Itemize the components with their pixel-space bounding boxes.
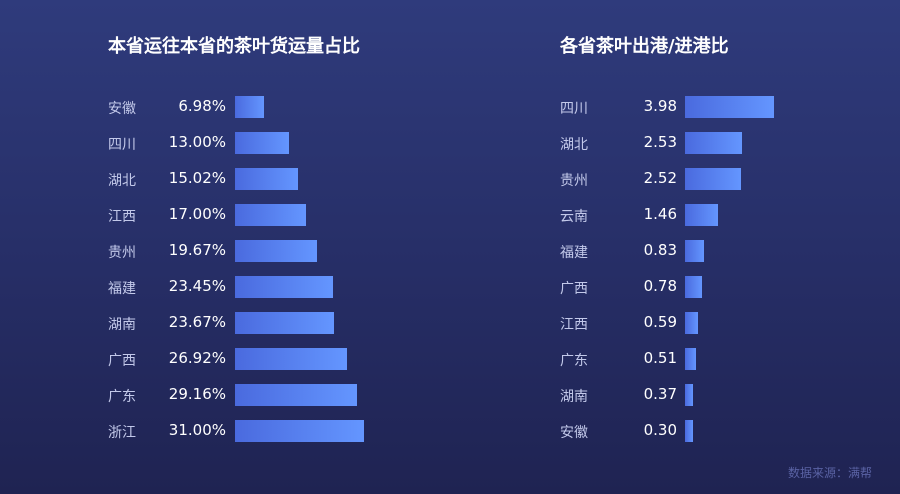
category-label: 贵州 — [560, 173, 588, 189]
bar-row: 浙江 31.00% — [108, 420, 508, 442]
bar — [235, 348, 348, 370]
bar-row: 云南 1.46 — [560, 204, 900, 226]
value-label: 6.98% — [178, 97, 226, 115]
value-label: 0.78 — [643, 277, 677, 295]
category-label: 福建 — [108, 281, 136, 297]
value-label: 17.00% — [168, 205, 226, 223]
bar — [235, 384, 357, 406]
bar — [235, 240, 318, 262]
value-label: 31.00% — [168, 421, 226, 439]
value-label: 0.37 — [643, 385, 677, 403]
bar — [685, 384, 694, 406]
category-label: 四川 — [108, 137, 136, 153]
category-label: 广东 — [560, 353, 588, 369]
bar-row: 江西 17.00% — [108, 204, 508, 226]
value-label: 0.51 — [643, 349, 677, 367]
bar-row: 湖北 2.53 — [560, 132, 900, 154]
category-label: 贵州 — [108, 245, 136, 261]
value-label: 0.59 — [643, 313, 677, 331]
category-label: 安徽 — [560, 425, 588, 441]
value-label: 3.98 — [643, 97, 677, 115]
value-label: 15.02% — [168, 169, 226, 187]
category-label: 福建 — [560, 245, 588, 261]
category-label: 安徽 — [108, 101, 136, 117]
value-label: 0.83 — [643, 241, 677, 259]
category-label: 江西 — [108, 209, 136, 225]
bar — [685, 96, 775, 118]
bar-row: 贵州 2.52 — [560, 168, 900, 190]
value-label: 2.53 — [643, 133, 677, 151]
bar-row: 四川 3.98 — [560, 96, 900, 118]
value-label: 13.00% — [168, 133, 226, 151]
bar-row: 湖南 23.67% — [108, 312, 508, 334]
bar — [685, 348, 697, 370]
bar — [235, 96, 265, 118]
category-label: 四川 — [560, 101, 588, 117]
category-label: 湖北 — [108, 173, 136, 189]
value-label: 0.30 — [643, 421, 677, 439]
bar-row: 安徽 0.30 — [560, 420, 900, 442]
left-chart-title: 本省运往本省的茶叶货运量占比 — [108, 36, 360, 57]
value-label: 23.67% — [168, 313, 226, 331]
value-label: 1.46 — [643, 205, 677, 223]
bar — [235, 204, 306, 226]
value-label: 23.45% — [168, 277, 226, 295]
bar-row: 广东 29.16% — [108, 384, 508, 406]
category-label: 湖南 — [108, 317, 136, 333]
bar — [235, 276, 333, 298]
bar-row: 安徽 6.98% — [108, 96, 508, 118]
bar — [685, 204, 718, 226]
category-label: 湖北 — [560, 137, 588, 153]
bar-row: 广西 26.92% — [108, 348, 508, 370]
bar-row: 江西 0.59 — [560, 312, 900, 334]
bar-row: 广西 0.78 — [560, 276, 900, 298]
bar — [235, 132, 290, 154]
bar-row: 湖北 15.02% — [108, 168, 508, 190]
bar — [685, 276, 703, 298]
data-source: 数据来源：满帮 — [787, 466, 872, 480]
value-label: 29.16% — [168, 385, 226, 403]
category-label: 湖南 — [560, 389, 588, 405]
category-label: 云南 — [560, 209, 588, 225]
value-label: 2.52 — [643, 169, 677, 187]
bar — [235, 312, 334, 334]
category-label: 江西 — [560, 317, 588, 333]
bar — [685, 132, 742, 154]
bar — [235, 168, 298, 190]
bar — [685, 312, 699, 334]
bar-row: 贵州 19.67% — [108, 240, 508, 262]
bar — [685, 168, 742, 190]
bar-row: 福建 23.45% — [108, 276, 508, 298]
value-label: 26.92% — [168, 349, 226, 367]
right-chart-title: 各省茶叶出港/进港比 — [560, 36, 729, 57]
category-label: 广西 — [108, 353, 136, 369]
bar-row: 四川 13.00% — [108, 132, 508, 154]
bar — [685, 240, 704, 262]
category-label: 浙江 — [108, 425, 136, 441]
category-label: 广西 — [560, 281, 588, 297]
category-label: 广东 — [108, 389, 136, 405]
bar — [235, 420, 365, 442]
bar-row: 湖南 0.37 — [560, 384, 900, 406]
bar-row: 福建 0.83 — [560, 240, 900, 262]
value-label: 19.67% — [168, 241, 226, 259]
bar — [685, 420, 693, 442]
bar-row: 广东 0.51 — [560, 348, 900, 370]
